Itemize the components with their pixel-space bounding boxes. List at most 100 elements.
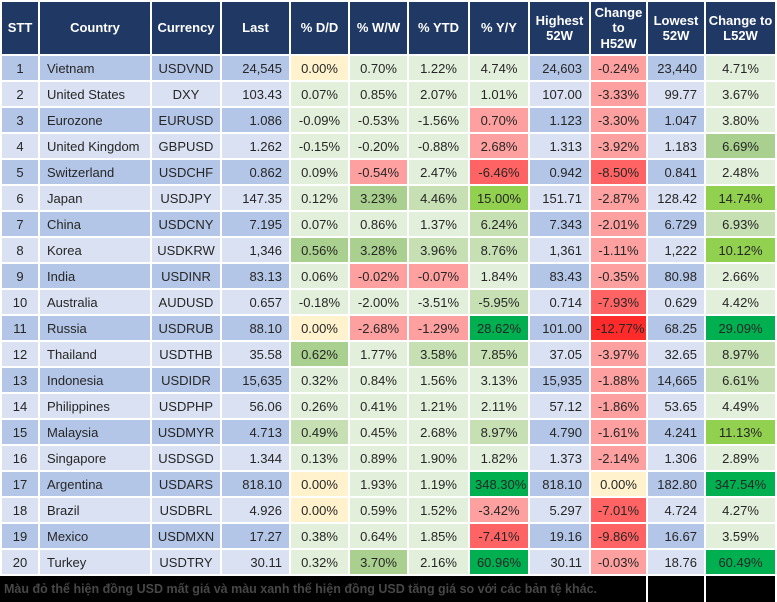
cell-chg_l: 8.97% — [706, 342, 775, 366]
cell-ww: 0.45% — [350, 420, 407, 444]
cell-dd: 0.56% — [291, 238, 348, 262]
cell-country: Thailand — [40, 342, 150, 366]
cell-stt: 2 — [2, 82, 38, 106]
cell-high: 83.43 — [530, 264, 589, 288]
cell-country: China — [40, 212, 150, 236]
cell-chg_l: 2.48% — [706, 160, 775, 184]
cell-currency: AUDUSD — [152, 290, 220, 314]
cell-chg_l: 4.49% — [706, 394, 775, 418]
cell-chg_h: -2.87% — [591, 186, 646, 210]
cell-ytd: 1.19% — [409, 472, 468, 496]
header-row: STT Country Currency Last % D/D % W/W % … — [2, 2, 775, 54]
cell-yy: 15.00% — [470, 186, 528, 210]
cell-chg_h: -7.93% — [591, 290, 646, 314]
cell-stt: 7 — [2, 212, 38, 236]
cell-last: 1.262 — [222, 134, 289, 158]
cell-last: 1.086 — [222, 108, 289, 132]
column-header-last: Last — [222, 2, 289, 54]
cell-ww: 0.64% — [350, 524, 407, 548]
table-row: 3 Eurozone EURUSD 1.086 -0.09% -0.53% -1.56% 0.… — [2, 108, 775, 132]
cell-chg_l: 4.42% — [706, 290, 775, 314]
footer-divider — [704, 576, 706, 602]
cell-stt: 3 — [2, 108, 38, 132]
cell-currency: USDTHB — [152, 342, 220, 366]
cell-currency: USDMXN — [152, 524, 220, 548]
cell-high: 151.71 — [530, 186, 589, 210]
cell-yy: 8.76% — [470, 238, 528, 262]
cell-last: 30.11 — [222, 550, 289, 574]
cell-last: 24,545 — [222, 56, 289, 80]
cell-high: 1.313 — [530, 134, 589, 158]
cell-currency: DXY — [152, 82, 220, 106]
cell-last: 56.06 — [222, 394, 289, 418]
cell-dd: 0.13% — [291, 446, 348, 470]
cell-chg_l: 6.69% — [706, 134, 775, 158]
cell-dd: 0.09% — [291, 160, 348, 184]
table-row: 10 Australia AUDUSD 0.657 -0.18% -2.00% -3.51%… — [2, 290, 775, 314]
cell-chg_l: 4.27% — [706, 498, 775, 522]
cell-ww: -0.54% — [350, 160, 407, 184]
column-header-ytd: % YTD — [409, 2, 468, 54]
cell-chg_l: 6.93% — [706, 212, 775, 236]
cell-yy: 8.97% — [470, 420, 528, 444]
cell-ww: 0.41% — [350, 394, 407, 418]
cell-ytd: -0.07% — [409, 264, 468, 288]
cell-chg_l: 3.67% — [706, 82, 775, 106]
cell-country: Australia — [40, 290, 150, 314]
cell-stt: 9 — [2, 264, 38, 288]
cell-ytd: 3.96% — [409, 238, 468, 262]
cell-low: 0.841 — [648, 160, 704, 184]
cell-ww: -2.00% — [350, 290, 407, 314]
cell-currency: USDCNY — [152, 212, 220, 236]
cell-dd: 0.07% — [291, 82, 348, 106]
cell-stt: 6 — [2, 186, 38, 210]
table-row: 12 Thailand USDTHB 35.58 0.62% 1.77% 3.58% 7.85… — [2, 342, 775, 366]
cell-country: Singapore — [40, 446, 150, 470]
table-row: 20 Turkey USDTRY 30.11 0.32% 3.70% 2.16% 60.96%… — [2, 550, 775, 574]
cell-yy: 1.82% — [470, 446, 528, 470]
table-row: 7 China USDCNY 7.195 0.07% 0.86% 1.37% 6.24% 7.3… — [2, 212, 775, 236]
cell-low: 23,440 — [648, 56, 704, 80]
cell-last: 35.58 — [222, 342, 289, 366]
cell-currency: USDMYR — [152, 420, 220, 444]
cell-stt: 8 — [2, 238, 38, 262]
cell-ytd: 2.68% — [409, 420, 468, 444]
cell-stt: 10 — [2, 290, 38, 314]
cell-dd: 0.49% — [291, 420, 348, 444]
cell-high: 30.11 — [530, 550, 589, 574]
cell-ww: -2.68% — [350, 316, 407, 340]
column-header-low52w: Lowest 52W — [648, 2, 704, 54]
cell-low: 14,665 — [648, 368, 704, 392]
cell-high: 1.373 — [530, 446, 589, 470]
cell-stt: 16 — [2, 446, 38, 470]
cell-country: Eurozone — [40, 108, 150, 132]
table-row: 15 Malaysia USDMYR 4.713 0.49% 0.45% 2.68% 8.97… — [2, 420, 775, 444]
cell-yy: -5.95% — [470, 290, 528, 314]
cell-yy: -7.41% — [470, 524, 528, 548]
cell-ytd: 1.85% — [409, 524, 468, 548]
cell-ww: 0.85% — [350, 82, 407, 106]
cell-low: 1.047 — [648, 108, 704, 132]
cell-chg_h: -12.77% — [591, 316, 646, 340]
cell-country: Japan — [40, 186, 150, 210]
cell-ww: 1.93% — [350, 472, 407, 496]
cell-country: Vietnam — [40, 56, 150, 80]
cell-ytd: 1.21% — [409, 394, 468, 418]
cell-country: Korea — [40, 238, 150, 262]
cell-stt: 4 — [2, 134, 38, 158]
cell-yy: 28.62% — [470, 316, 528, 340]
table-row: 16 Singapore USDSGD 1.344 0.13% 0.89% 1.90% 1.8… — [2, 446, 775, 470]
cell-high: 7.343 — [530, 212, 589, 236]
cell-last: 7.195 — [222, 212, 289, 236]
cell-yy: 2.68% — [470, 134, 528, 158]
cell-low: 4.724 — [648, 498, 704, 522]
column-header-chg-h52w: Change to H52W — [591, 2, 646, 54]
cell-stt: 19 — [2, 524, 38, 548]
cell-last: 4.926 — [222, 498, 289, 522]
cell-currency: USDVND — [152, 56, 220, 80]
cell-high: 1,361 — [530, 238, 589, 262]
cell-low: 80.98 — [648, 264, 704, 288]
cell-chg_h: -9.86% — [591, 524, 646, 548]
cell-chg_l: 347.54% — [706, 472, 775, 496]
